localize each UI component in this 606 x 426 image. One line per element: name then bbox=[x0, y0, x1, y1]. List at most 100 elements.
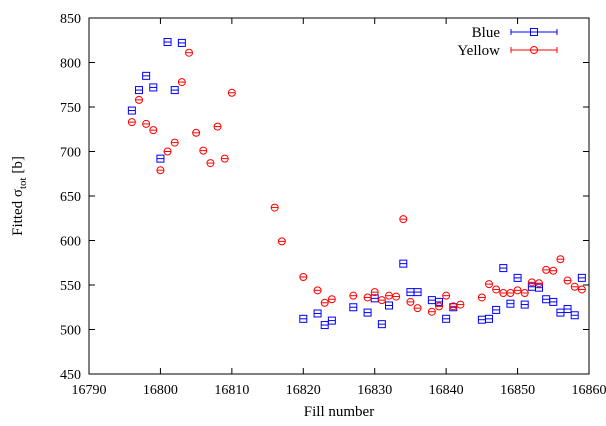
yellow-point bbox=[370, 288, 379, 297]
blue-point bbox=[492, 305, 501, 314]
x-tick-label: 16860 bbox=[572, 383, 606, 398]
legend-item-yellow: Yellow bbox=[457, 43, 558, 59]
yellow-point bbox=[413, 304, 422, 313]
y-tick-label: 850 bbox=[60, 12, 81, 27]
blue-point bbox=[320, 321, 329, 330]
x-tick-label: 16790 bbox=[72, 383, 107, 398]
legend-item-blue: Blue bbox=[472, 25, 558, 41]
y-tick-label: 700 bbox=[60, 146, 81, 161]
blue-point bbox=[435, 297, 443, 306]
blue-point bbox=[442, 314, 451, 323]
yellow-point bbox=[549, 266, 558, 275]
blue-point bbox=[427, 296, 436, 305]
y-tick-label: 550 bbox=[60, 279, 81, 294]
blue-point bbox=[377, 320, 386, 329]
blue-point bbox=[506, 299, 515, 308]
yellow-point bbox=[213, 122, 222, 131]
yellow-point bbox=[406, 297, 415, 306]
yellow-point bbox=[149, 126, 158, 135]
yellow-point bbox=[177, 78, 186, 87]
blue-point bbox=[177, 38, 186, 47]
blue-point bbox=[127, 106, 136, 115]
yellow-point bbox=[456, 300, 465, 309]
legend: Blue Yellow bbox=[457, 25, 558, 59]
legend-label: Yellow bbox=[457, 43, 500, 59]
yellow-point bbox=[492, 285, 501, 294]
yellow-point bbox=[170, 138, 179, 147]
y-tick-label: 500 bbox=[60, 324, 81, 339]
yellow-point bbox=[206, 159, 215, 168]
yellow-point bbox=[563, 276, 572, 285]
yellow-point bbox=[349, 291, 358, 300]
yellow-point bbox=[542, 265, 551, 274]
series-blue bbox=[127, 38, 586, 330]
yellow-point bbox=[363, 293, 372, 302]
blue-point bbox=[513, 273, 522, 282]
yellow-point bbox=[227, 88, 236, 97]
blue-point bbox=[163, 38, 172, 47]
blue-point bbox=[549, 297, 558, 306]
yellow-point bbox=[385, 291, 393, 300]
x-tick-label: 16820 bbox=[286, 383, 321, 398]
y-axis-label-unit: [b] bbox=[10, 156, 26, 177]
yellow-point bbox=[320, 298, 329, 307]
y-axis-label-sub: tot bbox=[17, 177, 29, 189]
yellow-point bbox=[556, 255, 565, 264]
yellow-point bbox=[135, 95, 143, 104]
blue-point bbox=[399, 259, 408, 268]
yellow-point bbox=[527, 278, 536, 287]
yellow-point bbox=[299, 272, 308, 281]
x-tick-label: 16810 bbox=[214, 383, 249, 398]
legend-label: Blue bbox=[472, 25, 501, 41]
yellow-point bbox=[485, 280, 493, 289]
x-axis: 16790 16800 16810 16820 16830 16840 16850 16860 bbox=[72, 18, 606, 398]
data-points bbox=[127, 38, 586, 330]
blue-point bbox=[299, 314, 308, 323]
legend-marker bbox=[530, 28, 538, 36]
yellow-point bbox=[163, 147, 172, 156]
yellow-point bbox=[535, 279, 543, 288]
yellow-point bbox=[499, 289, 508, 298]
blue-point bbox=[535, 283, 543, 292]
yellow-point bbox=[399, 215, 408, 224]
yellow-point bbox=[506, 289, 515, 298]
yellow-point bbox=[392, 292, 401, 301]
blue-point bbox=[520, 300, 529, 309]
yellow-point bbox=[577, 285, 586, 294]
yellow-point bbox=[520, 289, 529, 298]
y-axis-label-main: Fitted σ bbox=[10, 189, 26, 236]
blue-point bbox=[570, 311, 579, 320]
yellow-point bbox=[277, 237, 286, 246]
yellow-point bbox=[199, 146, 208, 155]
blue-point bbox=[349, 303, 358, 312]
y-tick-label: 800 bbox=[60, 57, 81, 72]
blue-point bbox=[149, 83, 158, 92]
blue-point bbox=[413, 288, 422, 297]
blue-point bbox=[135, 86, 143, 95]
blue-point bbox=[542, 295, 551, 304]
yellow-point bbox=[185, 48, 193, 57]
y-tick-label: 600 bbox=[60, 235, 81, 250]
yellow-point bbox=[442, 291, 451, 300]
blue-point bbox=[485, 314, 493, 323]
yellow-point bbox=[477, 293, 486, 302]
y-axis: 450 500 550 600 650 700 750 800 850 bbox=[60, 12, 589, 383]
yellow-point bbox=[327, 295, 336, 304]
yellow-point bbox=[127, 118, 136, 127]
legend-marker bbox=[530, 46, 538, 54]
yellow-point bbox=[220, 154, 229, 163]
yellow-point bbox=[513, 286, 522, 295]
plot-frame bbox=[88, 17, 590, 375]
blue-point bbox=[563, 305, 572, 314]
y-axis-label: Fitted σtot [b] bbox=[10, 156, 29, 236]
blue-point bbox=[577, 273, 586, 282]
blue-point bbox=[406, 288, 415, 297]
x-tick-label: 16840 bbox=[429, 383, 464, 398]
yellow-point bbox=[156, 166, 165, 175]
blue-point bbox=[363, 308, 372, 317]
blue-point bbox=[385, 301, 393, 310]
y-tick-label: 450 bbox=[60, 368, 81, 383]
series-yellow bbox=[127, 48, 586, 316]
blue-point bbox=[477, 315, 486, 324]
